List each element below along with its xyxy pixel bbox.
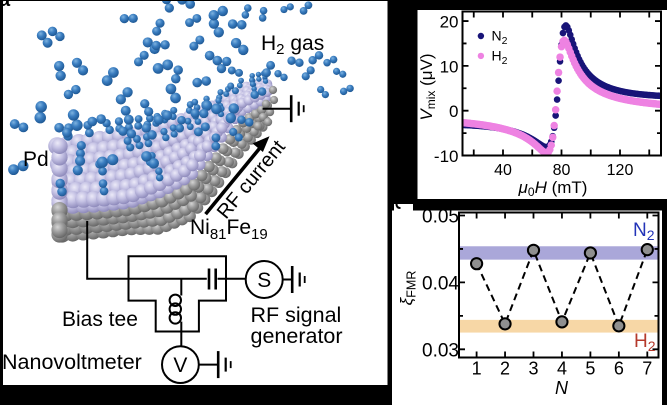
svg-text:40: 40: [494, 162, 512, 179]
svg-text:μ0H (mT): μ0H (mT): [518, 178, 588, 199]
svg-text:Ni81Fe19: Ni81Fe19: [190, 216, 268, 243]
svg-text:0.04: 0.04: [422, 273, 459, 294]
svg-text:generator: generator: [251, 324, 343, 348]
svg-text:0.03: 0.03: [422, 340, 459, 361]
svg-text:ξFMR: ξFMR: [397, 271, 419, 306]
svg-text:Pd: Pd: [23, 148, 49, 171]
svg-text:80: 80: [553, 162, 571, 179]
svg-text:5: 5: [585, 359, 595, 379]
svg-text:6: 6: [614, 359, 624, 379]
svg-text:7: 7: [642, 359, 652, 379]
svg-text:S: S: [257, 269, 271, 292]
svg-text:V: V: [173, 354, 187, 377]
svg-text:2: 2: [500, 359, 510, 379]
svg-text:10: 10: [440, 57, 459, 76]
svg-text:20: 20: [440, 13, 459, 32]
svg-text:4: 4: [557, 359, 567, 379]
svg-text:Nanovoltmeter: Nanovoltmeter: [2, 350, 142, 374]
svg-text:1: 1: [472, 359, 482, 379]
svg-text:3: 3: [528, 359, 538, 379]
svg-text:H2 gas: H2 gas: [261, 32, 324, 58]
svg-text:-10: -10: [434, 147, 459, 166]
svg-text:Bias tee: Bias tee: [62, 308, 138, 331]
svg-text:0: 0: [449, 102, 458, 121]
svg-text:Vmix (μV): Vmix (μV): [417, 53, 438, 120]
svg-text:120: 120: [607, 162, 634, 179]
svg-text:RF signal: RF signal: [251, 303, 342, 327]
svg-text:0.05: 0.05: [422, 207, 459, 228]
svg-text:N: N: [555, 378, 569, 398]
svg-text:a: a: [0, 0, 11, 11]
